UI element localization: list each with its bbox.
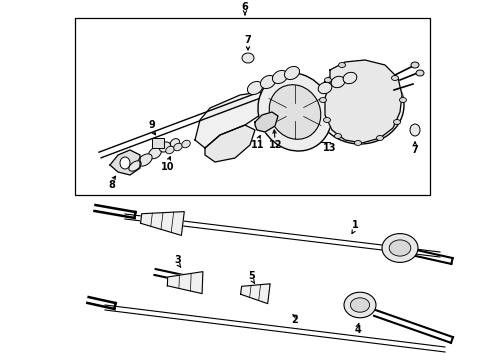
- Ellipse shape: [343, 72, 357, 84]
- Ellipse shape: [335, 134, 342, 139]
- Ellipse shape: [331, 76, 345, 88]
- Ellipse shape: [269, 85, 321, 139]
- Text: 6: 6: [242, 2, 248, 12]
- Text: 7: 7: [245, 35, 251, 45]
- Text: 10: 10: [161, 162, 175, 172]
- Ellipse shape: [258, 73, 332, 151]
- Ellipse shape: [350, 298, 369, 312]
- Text: 7: 7: [412, 145, 418, 155]
- Ellipse shape: [171, 139, 180, 147]
- Ellipse shape: [354, 140, 362, 145]
- Ellipse shape: [138, 154, 152, 166]
- Polygon shape: [110, 150, 140, 175]
- Text: 8: 8: [109, 180, 116, 190]
- Ellipse shape: [399, 98, 407, 103]
- Ellipse shape: [316, 66, 404, 144]
- Polygon shape: [255, 112, 278, 132]
- Text: 12: 12: [269, 140, 283, 150]
- Ellipse shape: [159, 142, 171, 152]
- Ellipse shape: [410, 124, 420, 136]
- Ellipse shape: [319, 98, 326, 103]
- Ellipse shape: [261, 76, 275, 89]
- Polygon shape: [205, 125, 255, 162]
- Ellipse shape: [392, 76, 398, 81]
- Ellipse shape: [323, 117, 330, 122]
- Ellipse shape: [382, 234, 418, 262]
- Ellipse shape: [242, 53, 254, 63]
- Ellipse shape: [324, 77, 332, 82]
- Text: 3: 3: [174, 255, 181, 265]
- Ellipse shape: [389, 240, 411, 256]
- Text: 5: 5: [248, 271, 255, 281]
- Text: 13: 13: [323, 143, 337, 153]
- Text: 11: 11: [251, 140, 265, 150]
- Ellipse shape: [393, 120, 400, 125]
- Text: 1: 1: [352, 220, 358, 230]
- Ellipse shape: [148, 147, 161, 159]
- Ellipse shape: [376, 135, 384, 140]
- Ellipse shape: [344, 292, 376, 318]
- Ellipse shape: [272, 71, 288, 84]
- Text: 2: 2: [292, 315, 298, 325]
- Ellipse shape: [120, 157, 130, 169]
- Polygon shape: [325, 60, 402, 143]
- Ellipse shape: [318, 82, 332, 94]
- Ellipse shape: [182, 140, 190, 148]
- Text: 4: 4: [355, 325, 362, 335]
- Polygon shape: [141, 212, 184, 235]
- Bar: [75, 18, 430, 195]
- Ellipse shape: [416, 70, 424, 76]
- Polygon shape: [168, 272, 203, 294]
- Ellipse shape: [339, 63, 345, 68]
- Ellipse shape: [247, 81, 263, 95]
- Polygon shape: [241, 284, 270, 303]
- Polygon shape: [195, 92, 265, 148]
- Ellipse shape: [166, 146, 174, 154]
- Text: 9: 9: [148, 120, 155, 130]
- Ellipse shape: [285, 67, 299, 80]
- Ellipse shape: [129, 161, 141, 171]
- Ellipse shape: [411, 62, 419, 68]
- Bar: [152, 138, 164, 148]
- Ellipse shape: [174, 143, 182, 151]
